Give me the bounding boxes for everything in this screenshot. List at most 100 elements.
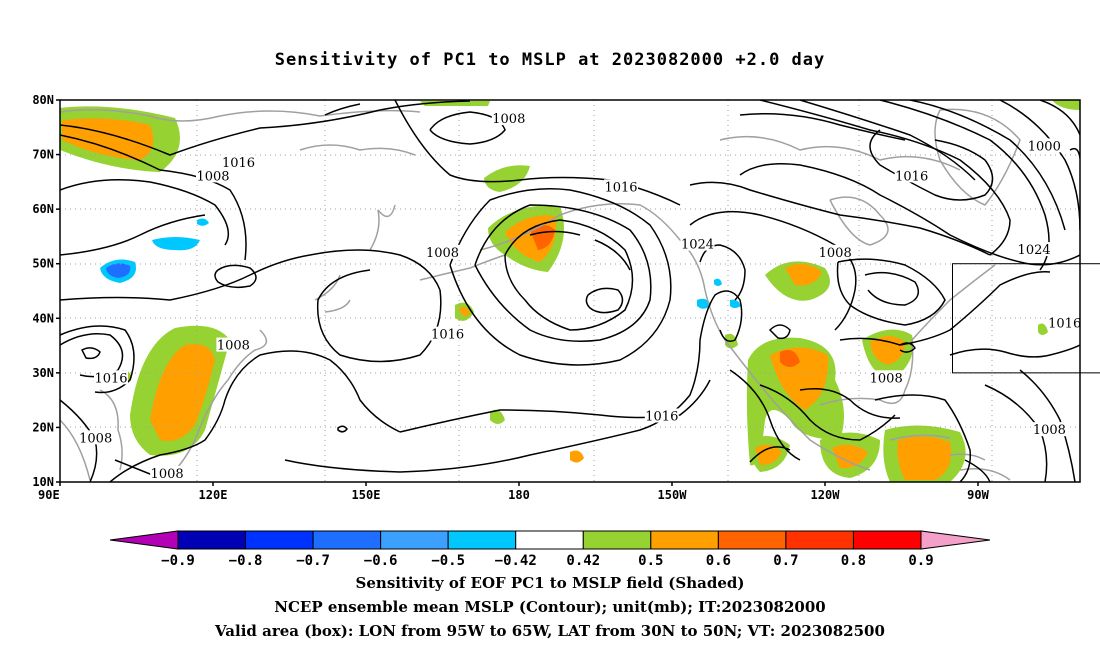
contour-label-bg: [869, 370, 904, 385]
caption-contour: NCEP ensemble mean MSLP (Contour); unit(…: [274, 598, 826, 616]
valid-area-box: [952, 263, 1100, 374]
contour-label: 1008: [196, 169, 229, 184]
coastline-gulf: [819, 389, 906, 406]
contour-line: [214, 264, 257, 289]
contour-line: [60, 249, 441, 301]
contour-line: [864, 271, 920, 306]
contour-label-bg: [644, 408, 679, 423]
contour-line: [80, 347, 101, 360]
lon-tick-label: 120E: [199, 488, 228, 502]
contour-label-bg: [1027, 138, 1062, 153]
colorbar-swatch: [515, 530, 584, 550]
coastline-eurasia-north: [60, 109, 421, 122]
contour-line: [109, 350, 401, 482]
colorbar: −0.9 −0.8 −0.7 −0.6 −0.5 −0.42 0.42 0.5 0.6 0.7 0.…: [109, 530, 991, 569]
contour-line: [689, 210, 857, 331]
colorbar-label: −0.42: [495, 553, 537, 569]
contour-line: [839, 271, 1051, 346]
contour-line: [739, 163, 1080, 266]
contour-line: [739, 113, 994, 201]
contour-label: 1016: [1048, 317, 1081, 332]
lat-tick-label: 60N: [32, 202, 54, 216]
lat-tick-label: 30N: [32, 366, 54, 380]
lon-tick-label: 150W: [658, 488, 688, 502]
contour-line: [504, 219, 634, 331]
shade-green: [484, 165, 530, 192]
coastline-siberia: [299, 144, 416, 156]
contour-label-bg: [221, 154, 256, 169]
contour-label-bg: [94, 370, 128, 385]
contour-line: [799, 388, 901, 419]
contour-line: [949, 344, 1080, 358]
lat-tick-label: 50N: [32, 257, 54, 271]
contour-label-bg: [1047, 315, 1080, 330]
contour-line: [284, 339, 701, 473]
coastline-indochina: [99, 389, 123, 471]
contour-line: [964, 459, 991, 482]
colorbar-low-arrow: [109, 530, 179, 550]
shade-light-blue: [714, 278, 722, 286]
contour-label-bg: [1032, 422, 1067, 437]
contour-line: [529, 230, 631, 271]
colorbar-swatch: [785, 530, 854, 550]
coastline-east-asia: [174, 329, 268, 471]
colorbar-high-arrow: [920, 530, 991, 550]
colorbar-swatch: [177, 530, 247, 550]
contour-line: [474, 204, 652, 342]
contour-line: [836, 258, 946, 326]
contour-line: [759, 384, 896, 441]
lon-tick-label: 150E: [352, 488, 381, 502]
mslp-contours: [60, 100, 1080, 482]
contour-line: [1019, 369, 1076, 482]
contour-line: [689, 181, 991, 256]
contour-label-bg: [1017, 242, 1052, 257]
longitude-axis: 90E120E150E180150W120W90W60W: [38, 482, 990, 502]
coastline-india: [60, 419, 91, 481]
shade-green: [1038, 323, 1048, 335]
colorbar-label: 0.9: [908, 553, 933, 569]
shade-orange: [150, 344, 215, 441]
contour-label: 1016: [604, 180, 637, 195]
contour-line: [729, 369, 801, 461]
coastline-canada-arctic: [719, 135, 961, 171]
lat-tick-label: 70N: [32, 148, 54, 162]
colorbar-label: −0.7: [296, 553, 330, 569]
sensitivity-shading: [60, 100, 1080, 482]
contour-line: [60, 134, 247, 261]
contour-line: [874, 394, 972, 482]
contour-line: [699, 290, 743, 342]
contour-line: [585, 287, 624, 314]
shade-dark-orange: [780, 349, 800, 367]
contour-line: [399, 379, 711, 433]
colorbar-label: 0.8: [841, 553, 866, 569]
contour-label-bg: [425, 244, 460, 259]
map-title: Sensitivity of PC1 to MSLP at 2023082000…: [274, 50, 826, 70]
coastline-north-america-west: [679, 239, 871, 471]
shade-light-blue: [197, 218, 209, 226]
coastline-japan: [314, 274, 351, 313]
latitude-axis: 80N 70N 60N 50N 40N 30N 20N 10N: [32, 93, 60, 489]
lat-tick-label: 20N: [32, 420, 54, 434]
lon-tick-label: 120W: [811, 488, 841, 502]
contour-line: [60, 325, 135, 394]
shade-green: [1052, 100, 1080, 110]
contour-label: 1008: [151, 467, 184, 482]
colorbar-label: 0.7: [773, 553, 798, 569]
contour-label-bg: [680, 236, 715, 251]
contour-label: 1024: [1018, 243, 1051, 258]
contour-label: 1000: [1028, 139, 1061, 154]
shade-orange: [755, 444, 782, 466]
shade-orange: [785, 263, 822, 286]
colorbar-swatch: [650, 530, 719, 550]
contour-label: 1008: [426, 246, 459, 261]
lon-tick-label: 180: [508, 488, 530, 502]
contour-line: [749, 446, 791, 463]
contour-label-bg: [818, 244, 853, 259]
coastline-north-america-east: [904, 264, 996, 391]
contour-label-bg: [430, 326, 465, 341]
colorbar-swatch: [852, 530, 922, 550]
colorbar-label: 0.5: [638, 553, 663, 569]
contour-line: [60, 100, 471, 156]
contour-line: [60, 333, 124, 378]
map-frame: [59, 99, 1081, 483]
